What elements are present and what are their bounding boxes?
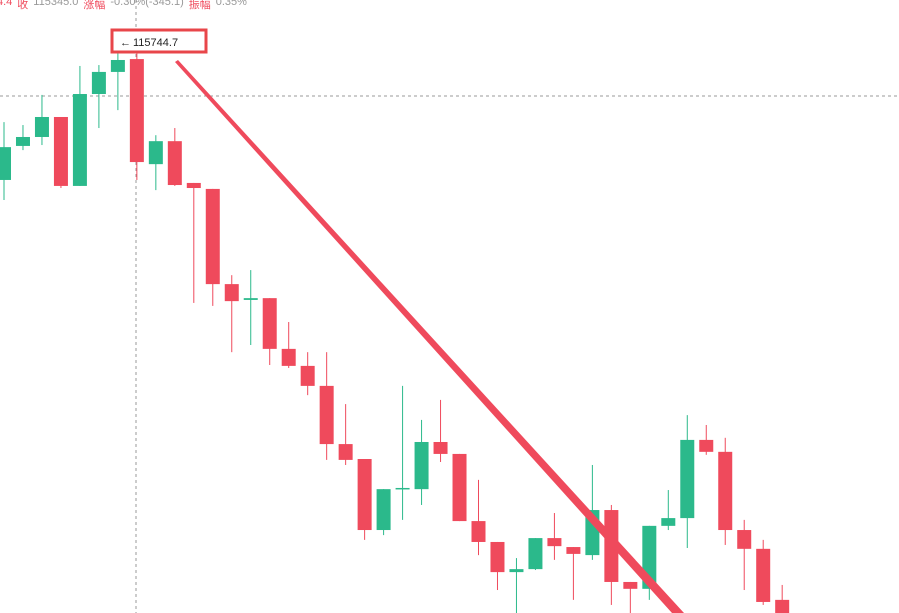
candle-body (509, 569, 524, 573)
header-item: 115345.0 (33, 0, 79, 8)
header-item: 振幅 (188, 0, 211, 11)
candle-body (243, 298, 258, 300)
candle-body (167, 141, 182, 186)
candle-body (148, 141, 163, 165)
candle-body (604, 510, 619, 582)
candle-body (338, 444, 353, 460)
candle-body (262, 298, 277, 349)
candle-body (528, 538, 543, 570)
header-item: 收 (17, 0, 29, 11)
candle-body (490, 541, 505, 573)
candle-body (699, 439, 714, 452)
candle-body (623, 581, 638, 589)
candle-body (224, 284, 239, 302)
header-item: 4.4 (0, 0, 13, 8)
candle-body (718, 451, 733, 531)
annotation-label: 115744.7 (133, 37, 178, 49)
candle-body (756, 548, 771, 602)
candle-body (91, 71, 106, 95)
candle-body (72, 94, 87, 186)
candle-body (395, 487, 410, 490)
candle-body (452, 453, 467, 522)
candle-body (15, 136, 30, 146)
candle-body (471, 521, 486, 542)
candle-body (566, 547, 581, 554)
candle-body (775, 599, 790, 613)
candles (0, 42, 790, 613)
candle-body (0, 147, 11, 180)
candle-body (547, 538, 562, 547)
candle-body (376, 489, 391, 531)
candle-body (680, 439, 695, 519)
candle-body (34, 116, 49, 137)
candle-body (53, 116, 68, 186)
candle-body (661, 518, 676, 526)
candle-body (186, 182, 201, 189)
header: 4.4 收 115345.0 涨幅 -0.30%(-345.1) 振幅 0.35% (0, 0, 247, 12)
header-item: -0.30%(-345.1) (110, 0, 184, 8)
candle-body (357, 459, 372, 531)
header-item: 0.35% (215, 0, 247, 8)
trend-line (175, 60, 684, 613)
candle-body (110, 59, 125, 72)
candle-body (300, 365, 315, 386)
candle-body (737, 530, 752, 549)
candle-body (319, 385, 334, 445)
candle-body (433, 441, 448, 454)
header-item: 涨幅 (83, 0, 106, 11)
candle-body (205, 188, 220, 285)
candle-body (414, 441, 429, 490)
annotation-arrow: ← (120, 37, 131, 49)
annotation-box (110, 28, 208, 54)
candle-body (281, 348, 296, 366)
candle-body (129, 59, 144, 163)
